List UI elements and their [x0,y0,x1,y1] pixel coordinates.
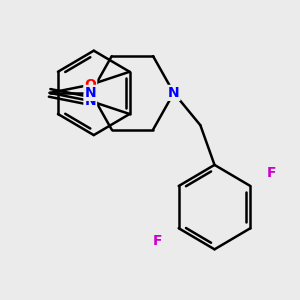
Text: F: F [152,234,162,248]
Text: O: O [84,78,96,92]
Text: N: N [168,86,180,100]
Text: N: N [84,94,96,108]
Text: F: F [267,166,277,180]
Text: N: N [85,86,97,100]
